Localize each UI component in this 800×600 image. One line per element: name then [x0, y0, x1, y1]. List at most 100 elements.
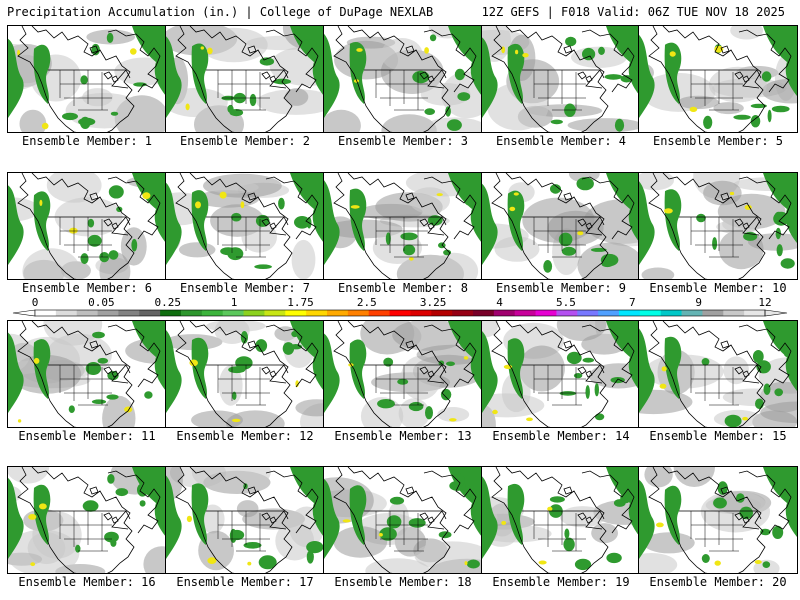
precip-green-band [166, 182, 182, 265]
precip-green-band [664, 336, 682, 399]
precip-green-cell [712, 237, 718, 250]
precip-green-band [166, 36, 182, 118]
precip-green-cell [92, 331, 105, 339]
map-frame [7, 25, 167, 133]
precip-green-band [664, 42, 682, 104]
coastline [175, 26, 319, 132]
precip-green-cell [383, 357, 394, 367]
precip-yellow-cell [538, 560, 547, 565]
precip-light-area [409, 187, 450, 214]
precip-green-cell [614, 118, 625, 132]
precip-green-cell [776, 244, 783, 257]
precip-green-band [639, 328, 655, 413]
precip-green-cell [594, 383, 599, 397]
map-frame [323, 466, 483, 574]
precip-green-cell [761, 71, 772, 82]
colorbar-tick-label: 1 [230, 296, 238, 309]
coastline [175, 321, 319, 427]
precip-light-area [333, 526, 388, 558]
coastline [17, 321, 161, 427]
coastline [648, 467, 792, 573]
precip-green-band [448, 173, 482, 243]
country-border [364, 364, 447, 384]
precip-green-cell [767, 109, 772, 123]
precip-green-cell [82, 500, 99, 512]
precip-green-cell [576, 177, 594, 191]
ensemble-member-label: Ensemble Member: 2 [179, 134, 311, 148]
precip-map [482, 173, 640, 279]
great-lakes [405, 192, 435, 230]
precip-map [324, 173, 482, 279]
precip-green-cell [397, 378, 409, 385]
colorbar-tick-label: 0.05 [88, 296, 115, 309]
ensemble-panel: Ensemble Member: 3 [323, 25, 483, 157]
precip-yellow-cell [295, 380, 299, 388]
precip-green-band [349, 42, 367, 104]
map-frame [7, 466, 167, 574]
precip-light-area [730, 26, 763, 40]
precip-yellow-cell [207, 557, 217, 564]
precip-yellow-cell [661, 366, 667, 372]
precip-yellow-cell [356, 48, 363, 52]
precip-yellow-cell [30, 562, 36, 567]
country-border [679, 364, 762, 384]
precip-map [482, 321, 640, 427]
precip-green-cell [604, 74, 623, 80]
ensemble-panel: Ensemble Member: 16 [7, 466, 167, 598]
colorbar-swatch [347, 310, 370, 316]
ensemble-member-label: Ensemble Member: 11 [18, 429, 156, 443]
state-lines [690, 217, 743, 258]
colorbar-swatch [744, 310, 766, 316]
precip-yellow-cell [350, 205, 360, 209]
precip-green-band [482, 476, 498, 559]
ensemble-panel: Ensemble Member: 4 [481, 25, 641, 157]
colorbar-swatch [535, 310, 557, 316]
precip-yellow-cell [189, 359, 198, 367]
precip-green-band [191, 483, 209, 545]
precip-green-cell [115, 488, 129, 497]
precip-green-cell [408, 401, 424, 412]
precip-green-cell [446, 119, 462, 131]
precip-green-cell [379, 527, 397, 541]
precip-green-cell [133, 82, 147, 87]
precip-map [8, 173, 166, 279]
precip-green-cell [774, 388, 783, 397]
precip-green-cell [412, 70, 430, 84]
precip-green-band [8, 332, 24, 413]
map-frame [323, 172, 483, 280]
country-border [206, 510, 289, 530]
precip-green-cell [752, 350, 764, 363]
precip-green-band [132, 173, 166, 243]
state-lines [375, 511, 428, 552]
ensemble-member-label: Ensemble Member: 15 [649, 429, 787, 443]
precip-green-band [8, 38, 24, 118]
precip-light-area [236, 500, 259, 518]
colorbar-swatch [556, 310, 578, 316]
colorbar-swatch [368, 310, 390, 316]
colorbar-swatch [493, 310, 516, 316]
precip-light-area [295, 399, 324, 417]
state-lines [217, 70, 270, 111]
colorbar-tick-label: 7 [628, 296, 636, 309]
precip-green-cell [559, 391, 577, 396]
precip-yellow-cell [754, 560, 762, 564]
model-run-info: 12Z GEFS | F018 Valid: 06Z TUE NOV 18 20… [481, 5, 785, 19]
precip-yellow-cell [577, 230, 584, 236]
precip-green-cell [561, 246, 576, 256]
precip-yellow-cell [714, 560, 721, 566]
great-lakes [247, 340, 277, 378]
precip-map [639, 321, 797, 427]
precip-green-band [507, 338, 525, 399]
precip-green-cell [550, 184, 561, 194]
precip-green-cell [457, 92, 471, 101]
state-lines [375, 70, 428, 111]
precip-yellow-cell [408, 257, 414, 261]
precip-yellow-cell [436, 193, 443, 197]
precip-green-band [324, 333, 340, 413]
map-frame [165, 466, 325, 574]
map-frame [638, 320, 798, 428]
precip-green-band [324, 478, 340, 559]
coastline [17, 173, 161, 279]
ensemble-member-label: Ensemble Member: 16 [18, 575, 156, 589]
ensemble-member-label: Ensemble Member: 8 [337, 281, 469, 295]
